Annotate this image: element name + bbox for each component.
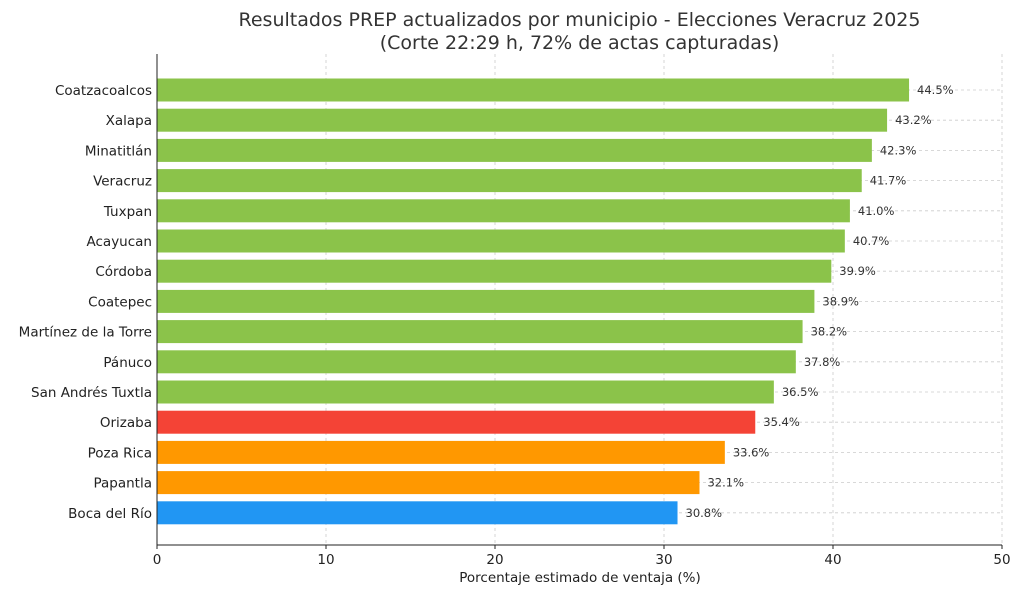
x-tick-label: 40 (824, 552, 841, 568)
chart-subtitle: (Corte 22:29 h, 72% de actas capturadas) (379, 32, 780, 54)
category-label: Boca del Río (68, 506, 152, 522)
bar (157, 108, 888, 132)
x-tick-label: 10 (317, 552, 334, 568)
category-label: San Andrés Tuxtla (31, 385, 152, 401)
chart-title: Resultados PREP actualizados por municip… (238, 9, 921, 31)
bar (157, 78, 910, 102)
bars-group: 44.5% 43.2% 42.3% 41.7% 41.0% 40.7% 39.9% 38.9%… (157, 78, 954, 525)
axes: Coatzacoalcos Xalapa Minatitlán Veracruz Tux… (19, 54, 1011, 568)
data-label: 30.8% (686, 506, 723, 520)
data-label: 37.8% (804, 355, 841, 369)
bar (157, 440, 725, 464)
category-label: Coatzacoalcos (55, 83, 152, 99)
bar (157, 501, 678, 525)
data-label: 39.9% (839, 264, 876, 278)
x-tick-label: 20 (486, 552, 503, 568)
bar (157, 471, 700, 495)
bar (157, 259, 832, 283)
category-label: Veracruz (93, 174, 152, 190)
category-label: Orizaba (100, 415, 152, 431)
category-label: Martínez de la Torre (19, 325, 152, 341)
category-label: Xalapa (106, 113, 152, 129)
bar (157, 350, 796, 374)
category-label: Pánuco (103, 355, 152, 371)
category-label: Córdoba (95, 264, 152, 280)
category-label: Poza Rica (88, 445, 152, 461)
data-label: 43.2% (895, 113, 932, 127)
bar (157, 380, 774, 404)
data-label: 44.5% (917, 83, 954, 97)
category-label: Papantla (93, 476, 152, 492)
bar (157, 229, 845, 253)
data-label: 38.9% (822, 294, 859, 308)
x-tick-label: 0 (153, 552, 162, 568)
data-label: 35.4% (763, 415, 800, 429)
data-label: 33.6% (733, 445, 770, 459)
data-label: 38.2% (811, 325, 848, 339)
data-label: 42.3% (880, 143, 917, 157)
data-label: 41.7% (870, 174, 907, 188)
category-label: Acayucan (87, 234, 153, 250)
category-label: Coatepec (88, 294, 152, 310)
category-label: Tuxpan (103, 204, 152, 220)
category-label: Minatitlán (85, 143, 152, 159)
bar (157, 169, 862, 193)
bar (157, 138, 872, 162)
x-tick-label: 50 (993, 552, 1010, 568)
data-label: 41.0% (858, 204, 895, 218)
x-axis-label: Porcentaje estimado de ventaja (%) (459, 570, 701, 586)
data-label: 32.1% (707, 476, 744, 490)
bar (157, 289, 815, 313)
bar (157, 410, 756, 434)
bar (157, 320, 803, 344)
data-label: 36.5% (782, 385, 819, 399)
bar (157, 199, 850, 223)
x-tick-label: 30 (655, 552, 672, 568)
data-label: 40.7% (853, 234, 890, 248)
